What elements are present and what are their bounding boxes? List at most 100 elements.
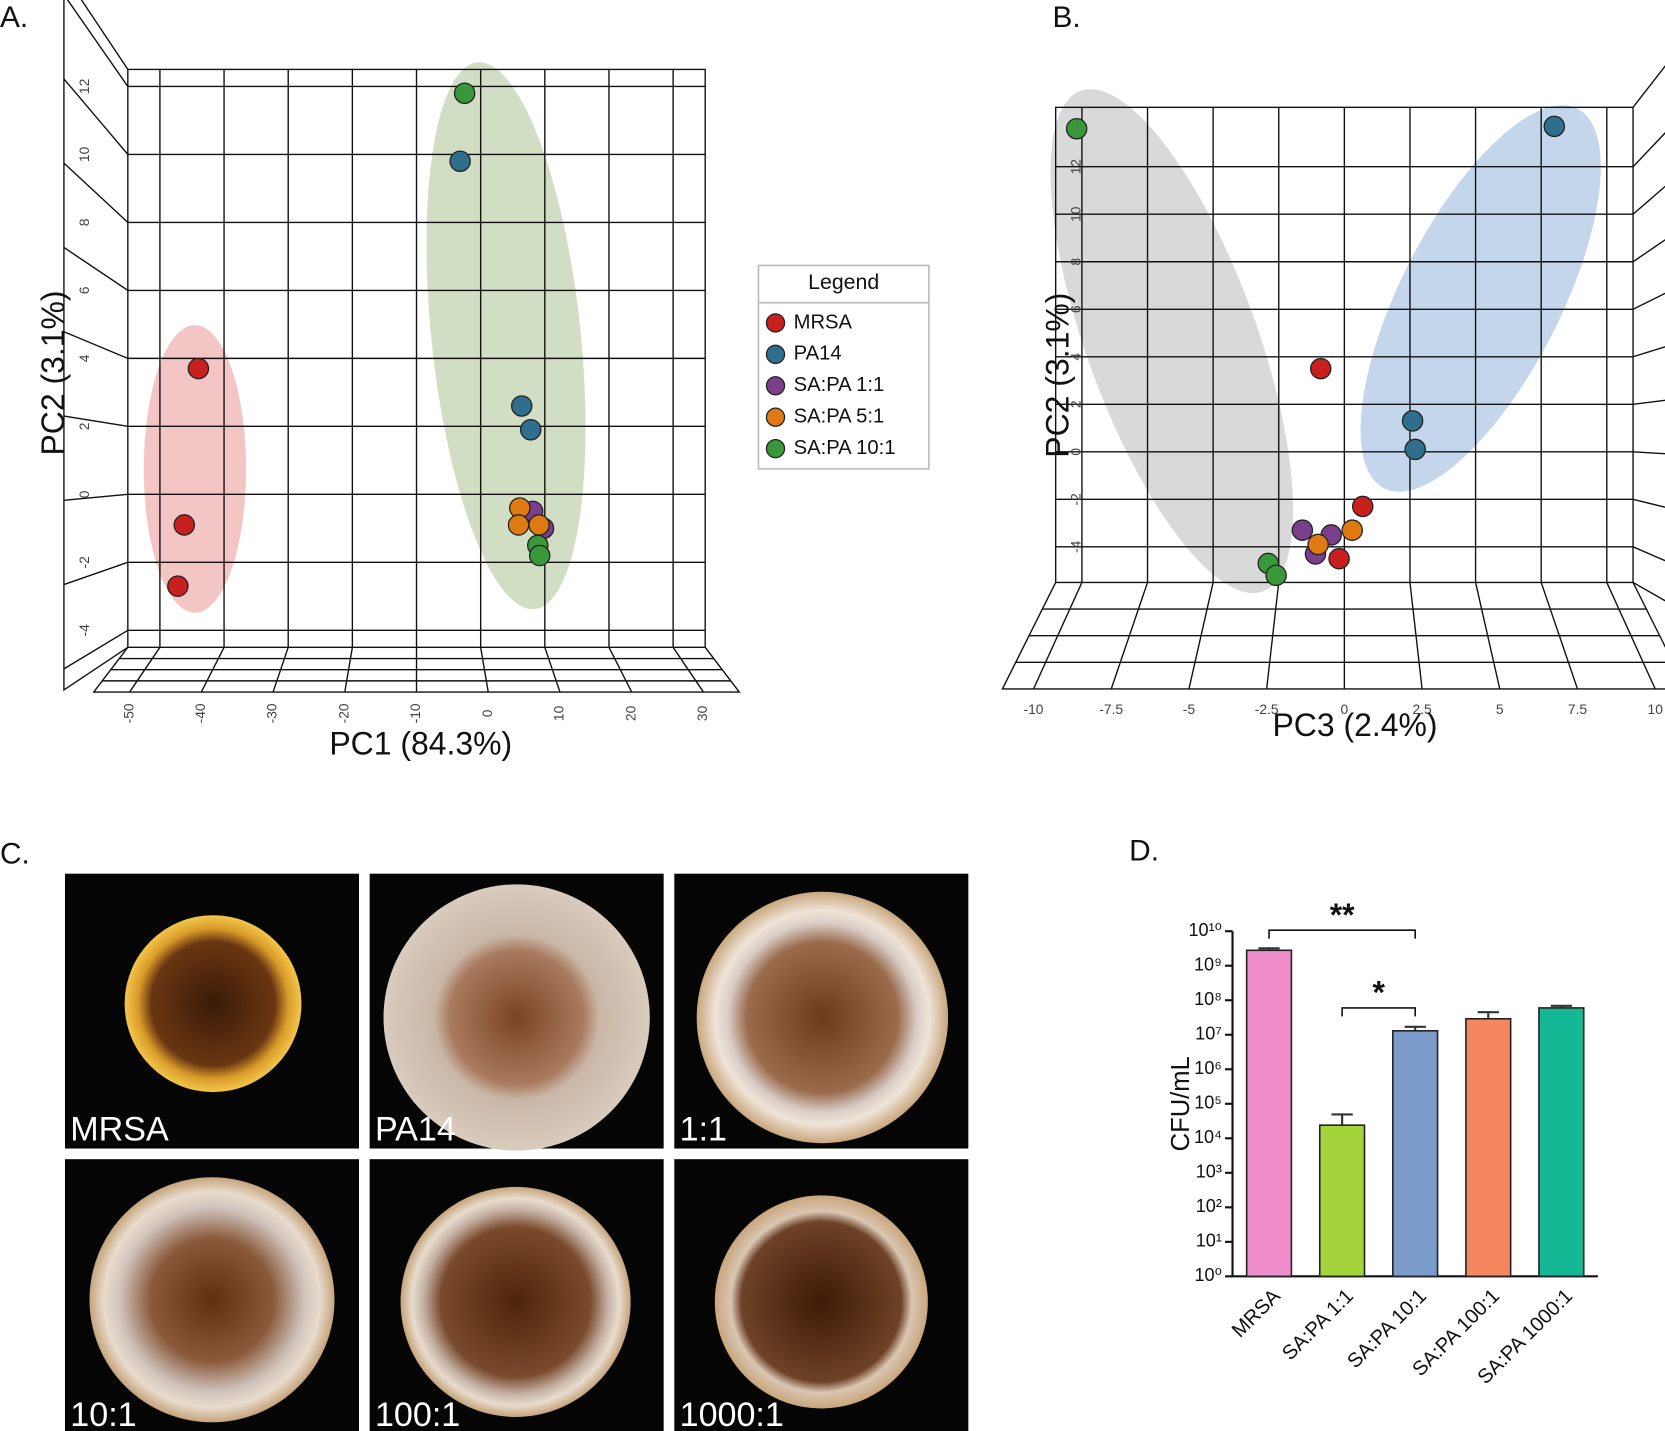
y-tick-label: 0 — [76, 490, 92, 498]
wall-grid-line — [1632, 185, 1665, 215]
x-tick-label: -20 — [335, 703, 351, 723]
x-tick-label: SA:PA 1:1 — [1278, 1285, 1358, 1365]
significance-bracket — [1268, 929, 1416, 939]
wall-grid-line — [1632, 292, 1665, 310]
floor-grid-line — [1188, 582, 1214, 690]
wall-grid-line — [1632, 399, 1665, 405]
point — [1328, 547, 1350, 570]
point — [173, 514, 196, 536]
colony — [714, 1195, 928, 1409]
y-tick-label: 2 — [76, 423, 92, 431]
colony — [383, 884, 650, 1151]
legend-label: MRSA — [794, 311, 853, 333]
floor-grid-line — [672, 646, 704, 693]
side-wall — [1632, 65, 1665, 602]
floor-grid-line — [344, 647, 354, 693]
point — [187, 357, 210, 380]
image-label: 1000:1 — [680, 1396, 784, 1431]
floor-grid-line — [1474, 582, 1501, 690]
y-tick-label: 6 — [76, 286, 92, 294]
panel-label: C. — [0, 837, 30, 870]
significance-label: * — [1372, 975, 1385, 1011]
point — [1341, 519, 1363, 541]
point — [1351, 495, 1374, 518]
colony — [400, 1186, 631, 1417]
y-tick-label: 10⁹ — [1194, 955, 1222, 975]
floor-grid-line — [544, 647, 561, 693]
y-tick-label: 10⁶ — [1194, 1058, 1222, 1078]
point — [510, 395, 533, 417]
legend-label: SA:PA 1:1 — [794, 374, 885, 396]
y-tick-label: 12 — [76, 79, 92, 94]
wall-grid-line — [63, 629, 129, 670]
point — [1404, 438, 1426, 461]
y-tick-label: -4 — [1068, 540, 1084, 553]
floor-grid-line — [1265, 582, 1280, 690]
point — [1291, 519, 1314, 541]
panel-label: A. — [0, 1, 28, 34]
legend-swatch — [765, 407, 786, 427]
wall-grid-line — [66, 0, 129, 87]
legend-frame — [757, 264, 930, 470]
wall-grid-line — [1632, 346, 1665, 358]
bar — [1538, 1007, 1585, 1278]
bar — [1392, 1030, 1439, 1278]
image-label: MRSA — [70, 1110, 169, 1148]
wall-grid-line — [1632, 239, 1665, 263]
floor-grid-line — [1110, 582, 1149, 690]
x-tick-label: 10 — [551, 705, 567, 721]
point — [519, 419, 542, 441]
x-tick-label: 20 — [622, 705, 638, 721]
y-tick-label: 10 — [1068, 206, 1084, 222]
image-label: PA14 — [375, 1110, 456, 1148]
wall-grid-line — [63, 415, 128, 428]
y-axis-label: CFU/mL — [1167, 1056, 1195, 1151]
y-tick-label: 10⁴ — [1194, 1127, 1222, 1147]
x-tick-label: 0 — [479, 709, 495, 717]
legend-title: Legend — [808, 270, 879, 294]
y-tick-label: 8 — [76, 218, 92, 226]
y-tick-label: -2 — [76, 556, 92, 568]
y-tick-label: 10² — [1196, 1196, 1222, 1216]
wall-grid-line — [1633, 451, 1665, 455]
bar — [1318, 1124, 1366, 1278]
wall-grid-line — [63, 331, 129, 360]
point — [453, 82, 476, 104]
cluster-ellipse — [143, 325, 247, 613]
x-tick-label: 2.5 — [1412, 701, 1432, 717]
point — [507, 514, 530, 536]
y-tick-label: 10¹ — [1196, 1231, 1222, 1251]
y-axis-label: PC2 (3.1%) — [35, 290, 71, 455]
floor-grid-line — [1606, 582, 1656, 690]
point — [1065, 117, 1088, 140]
wall-grid-line — [63, 561, 129, 586]
x-tick-label: -30 — [264, 703, 280, 723]
x-tick-label: -10 — [1023, 701, 1043, 717]
y-tick-label: 10⁸ — [1194, 989, 1222, 1009]
point — [167, 575, 189, 597]
point — [449, 150, 471, 172]
point — [528, 544, 551, 567]
y-axis-label: PC2 (3.1%) — [1039, 293, 1075, 458]
y-tick-label: 4 — [1068, 353, 1084, 361]
x-tick-label: -10 — [407, 703, 423, 723]
floor-grid-line — [479, 647, 489, 693]
y-tick-label: 10⁷ — [1195, 1024, 1222, 1044]
y-tick-label: 8 — [1068, 258, 1084, 266]
significance-label: ** — [1330, 897, 1355, 933]
y-tick-label: 10³ — [1196, 1162, 1222, 1182]
wall-grid-line — [63, 162, 129, 223]
point — [1307, 533, 1329, 556]
x-tick-label: 5 — [1496, 701, 1504, 717]
floor-grid-line — [272, 647, 289, 693]
image-label: 1:1 — [680, 1110, 727, 1148]
legend-swatch — [765, 376, 786, 396]
point — [1309, 357, 1332, 380]
bar — [1465, 1017, 1512, 1278]
y-tick-label: 0 — [1068, 448, 1084, 456]
wall-grid-line — [63, 78, 129, 155]
y-tick-label: 10 — [76, 146, 92, 162]
floor-grid-line — [129, 646, 161, 693]
point — [528, 514, 550, 536]
